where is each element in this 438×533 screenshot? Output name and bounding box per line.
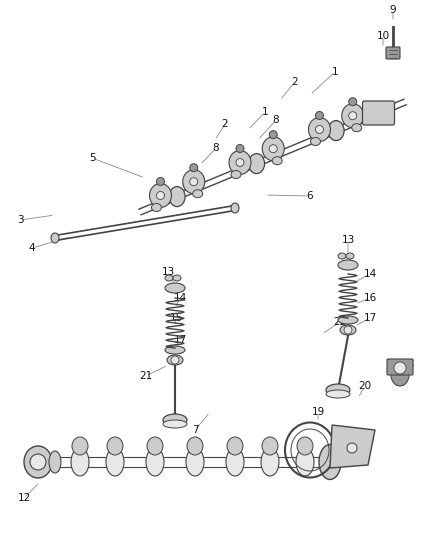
Text: 13: 13 bbox=[341, 235, 355, 245]
Ellipse shape bbox=[272, 157, 282, 165]
Ellipse shape bbox=[349, 98, 357, 106]
Text: 15: 15 bbox=[170, 313, 183, 323]
Ellipse shape bbox=[342, 104, 364, 128]
Ellipse shape bbox=[156, 177, 165, 185]
Ellipse shape bbox=[311, 138, 321, 146]
Ellipse shape bbox=[262, 136, 284, 160]
Text: 7: 7 bbox=[192, 425, 198, 435]
Ellipse shape bbox=[193, 190, 203, 198]
Ellipse shape bbox=[262, 437, 278, 455]
Circle shape bbox=[347, 443, 357, 453]
Text: 17: 17 bbox=[173, 335, 187, 345]
Ellipse shape bbox=[106, 448, 124, 476]
FancyBboxPatch shape bbox=[387, 359, 413, 375]
Text: 8: 8 bbox=[273, 115, 279, 125]
Ellipse shape bbox=[269, 131, 277, 139]
Text: 10: 10 bbox=[376, 31, 389, 41]
Polygon shape bbox=[330, 425, 375, 468]
Ellipse shape bbox=[308, 117, 331, 141]
Ellipse shape bbox=[149, 183, 171, 207]
Text: 1: 1 bbox=[261, 107, 268, 117]
Ellipse shape bbox=[261, 448, 279, 476]
FancyBboxPatch shape bbox=[386, 47, 400, 59]
Ellipse shape bbox=[71, 448, 89, 476]
Text: 2: 2 bbox=[292, 77, 298, 87]
Ellipse shape bbox=[231, 171, 241, 179]
Ellipse shape bbox=[326, 384, 350, 396]
Ellipse shape bbox=[226, 448, 244, 476]
Ellipse shape bbox=[296, 448, 314, 476]
Text: 3: 3 bbox=[17, 215, 23, 225]
Circle shape bbox=[236, 158, 244, 166]
Text: 4: 4 bbox=[28, 243, 35, 253]
Ellipse shape bbox=[72, 437, 88, 455]
Circle shape bbox=[349, 112, 357, 120]
Text: 1: 1 bbox=[332, 67, 338, 77]
Ellipse shape bbox=[49, 451, 61, 473]
Circle shape bbox=[344, 326, 352, 334]
Text: 18: 18 bbox=[401, 359, 415, 369]
Text: 19: 19 bbox=[311, 407, 325, 417]
Ellipse shape bbox=[346, 253, 354, 259]
Text: 20: 20 bbox=[358, 381, 371, 391]
Ellipse shape bbox=[146, 448, 164, 476]
Circle shape bbox=[171, 356, 179, 364]
Text: 13: 13 bbox=[161, 267, 175, 277]
Text: 22: 22 bbox=[333, 317, 346, 327]
Ellipse shape bbox=[338, 316, 358, 324]
Ellipse shape bbox=[297, 437, 313, 455]
Ellipse shape bbox=[186, 448, 204, 476]
Text: 17: 17 bbox=[364, 313, 377, 323]
Ellipse shape bbox=[187, 437, 203, 455]
Ellipse shape bbox=[165, 275, 173, 281]
Ellipse shape bbox=[169, 187, 185, 207]
Circle shape bbox=[190, 177, 198, 185]
Ellipse shape bbox=[165, 283, 185, 293]
Ellipse shape bbox=[229, 150, 251, 174]
Circle shape bbox=[156, 191, 165, 199]
Text: 9: 9 bbox=[390, 5, 396, 15]
Circle shape bbox=[315, 125, 324, 133]
Ellipse shape bbox=[338, 253, 346, 259]
Ellipse shape bbox=[163, 414, 187, 426]
Ellipse shape bbox=[51, 233, 59, 243]
Ellipse shape bbox=[391, 364, 409, 386]
Circle shape bbox=[394, 362, 406, 374]
FancyBboxPatch shape bbox=[363, 101, 395, 125]
Ellipse shape bbox=[152, 204, 162, 212]
Text: 16: 16 bbox=[364, 293, 377, 303]
Text: 14: 14 bbox=[364, 269, 377, 279]
Ellipse shape bbox=[338, 260, 358, 270]
Ellipse shape bbox=[227, 437, 243, 455]
Ellipse shape bbox=[236, 144, 244, 152]
Ellipse shape bbox=[326, 390, 350, 398]
Ellipse shape bbox=[231, 203, 239, 213]
Text: 21: 21 bbox=[139, 371, 152, 381]
Text: 6: 6 bbox=[307, 191, 313, 201]
Ellipse shape bbox=[340, 325, 356, 335]
Ellipse shape bbox=[167, 355, 183, 365]
Ellipse shape bbox=[30, 454, 46, 470]
Text: 5: 5 bbox=[88, 153, 95, 163]
Ellipse shape bbox=[107, 437, 123, 455]
Ellipse shape bbox=[163, 420, 187, 428]
Ellipse shape bbox=[328, 120, 344, 141]
Ellipse shape bbox=[190, 164, 198, 172]
Ellipse shape bbox=[24, 446, 52, 478]
Ellipse shape bbox=[147, 437, 163, 455]
Text: 8: 8 bbox=[213, 143, 219, 153]
Text: 14: 14 bbox=[173, 293, 187, 303]
Ellipse shape bbox=[249, 154, 265, 174]
Text: 12: 12 bbox=[18, 493, 31, 503]
Circle shape bbox=[269, 144, 277, 152]
Ellipse shape bbox=[173, 275, 181, 281]
Ellipse shape bbox=[183, 169, 205, 193]
Text: 2: 2 bbox=[222, 119, 228, 129]
Ellipse shape bbox=[315, 111, 324, 119]
Ellipse shape bbox=[319, 445, 341, 480]
Ellipse shape bbox=[165, 346, 185, 354]
Ellipse shape bbox=[352, 124, 362, 132]
